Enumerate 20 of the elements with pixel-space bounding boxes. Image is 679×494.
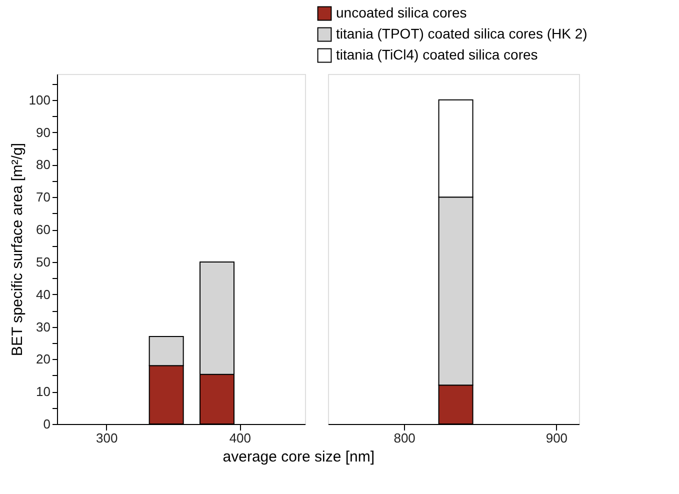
y-tick-label: 70	[36, 190, 50, 205]
y-tick-label: 90	[36, 124, 50, 140]
x-tick-label: 400	[229, 430, 252, 446]
y-tick-label: 0	[43, 416, 50, 432]
y-tick-label: 50	[36, 254, 50, 270]
y-tick-label: 60	[36, 222, 50, 238]
y-tick-label: 100	[28, 92, 50, 108]
x-axis-title: average core size [nm]	[222, 448, 375, 466]
legend-label: titania (TiCl4) coated silica cores	[336, 46, 538, 62]
legend-label: uncoated silica cores	[336, 4, 467, 20]
y-tick-label: 40	[36, 286, 50, 302]
x-tick-label: 800	[394, 430, 416, 446]
x-tick-label: 300	[96, 430, 118, 446]
y-tick-label: 80	[36, 157, 50, 172]
y-tick-label: 10	[36, 384, 50, 400]
y-tick-label: 30	[36, 319, 50, 334]
y-axis-title: BET specific surface area [m²/g]	[8, 142, 26, 356]
x-tick-label: 900	[546, 430, 568, 446]
y-tick-label: 20	[36, 352, 50, 367]
legend-label: titania (TPOT) coated silica cores (HK 2)	[336, 26, 588, 42]
